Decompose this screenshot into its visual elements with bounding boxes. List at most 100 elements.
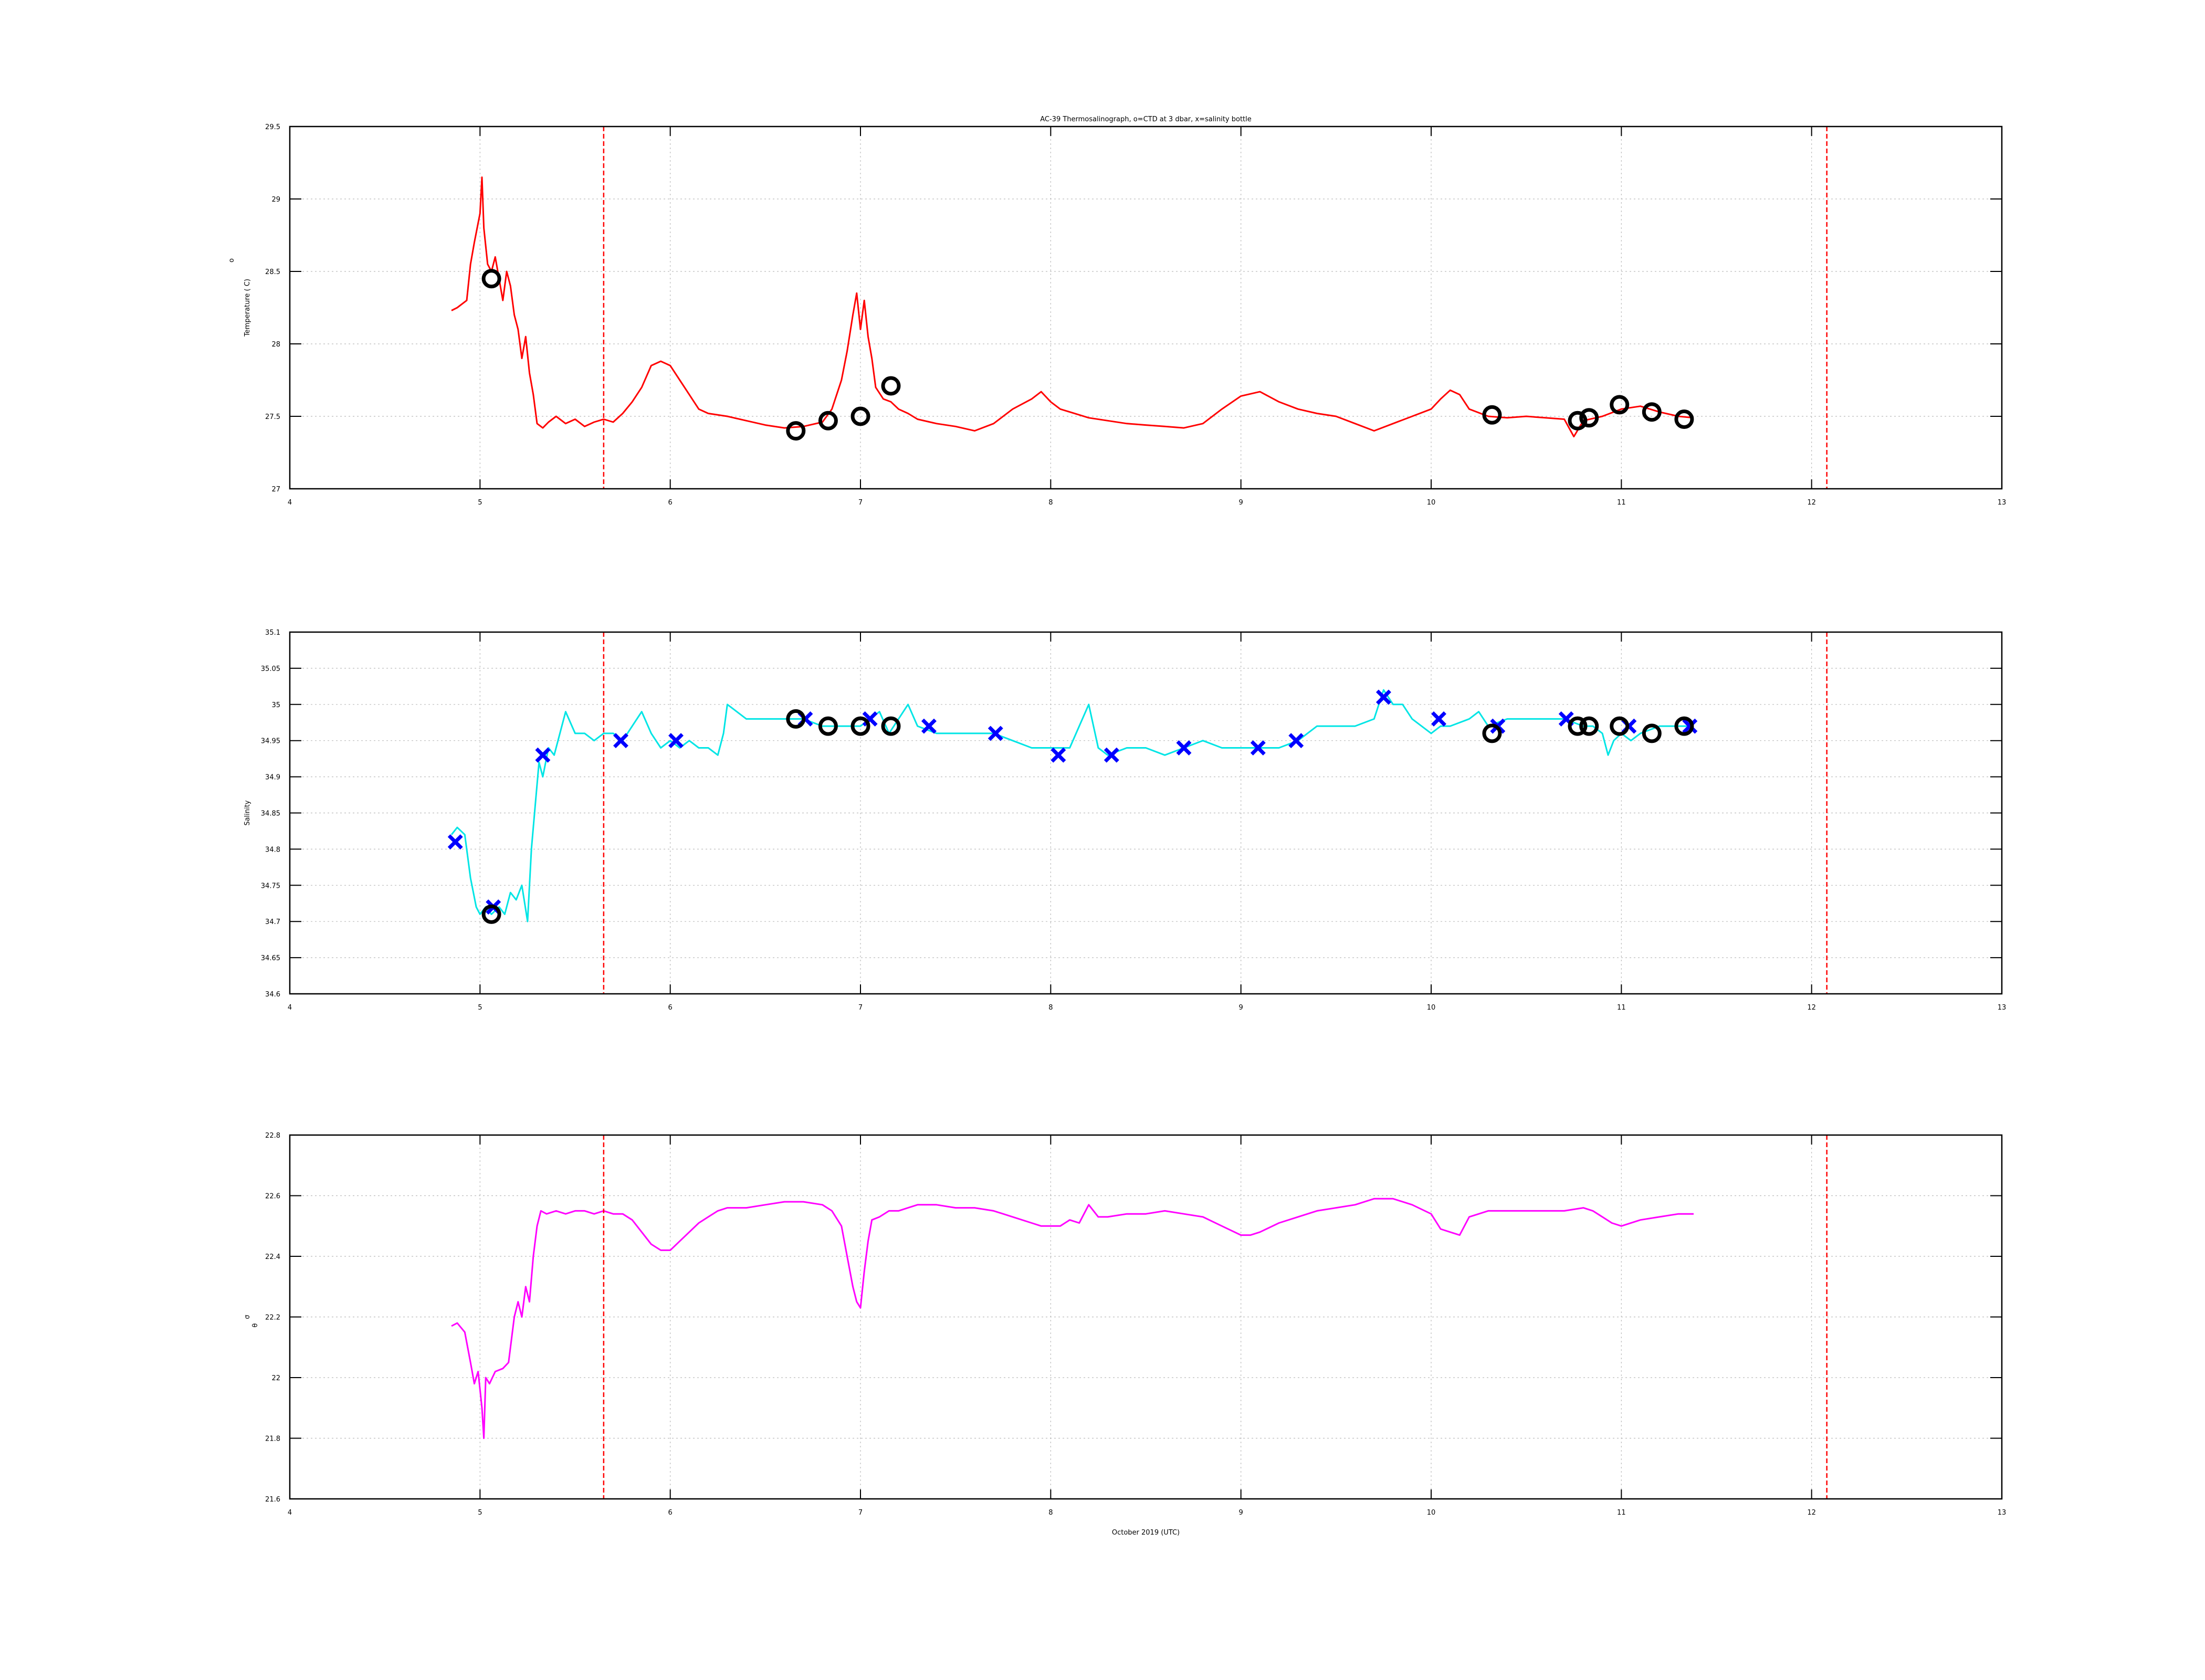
y-tick-label: 22.6 bbox=[265, 1193, 280, 1201]
ctd-circle-marker bbox=[1674, 716, 1694, 736]
x-tick-label: 12 bbox=[1807, 1004, 1816, 1012]
cross-stroke bbox=[1558, 711, 1574, 727]
bottle-cross-marker bbox=[1250, 740, 1266, 755]
x-tick-label: 6 bbox=[668, 1509, 673, 1517]
ctd-circle-marker bbox=[1482, 723, 1502, 743]
y-tick-label: 28.5 bbox=[265, 268, 280, 276]
bottle-cross-marker bbox=[988, 726, 1003, 741]
chart-title: AC-39 Thermosalinograph, o=CTD at 3 dbar… bbox=[1040, 116, 1252, 123]
plot-frame bbox=[289, 125, 2003, 490]
ctd-circle-marker bbox=[786, 421, 806, 441]
x-tick-label: 5 bbox=[478, 499, 482, 507]
ctd-circle-marker bbox=[1579, 716, 1599, 736]
cross-stroke bbox=[1431, 711, 1446, 727]
x-tick-label: 11 bbox=[1617, 1509, 1626, 1517]
ctd-circle-marker bbox=[1568, 411, 1588, 430]
chart-panel-1: 4 5 6 7 8 9 10 11 12 13 27 27.5 28 28.5 29 29.5 Temperat… bbox=[228, 116, 2006, 507]
x-axis-title: October 2019 (UTC) bbox=[1112, 1529, 1180, 1537]
x-tick-label: 10 bbox=[1427, 499, 1436, 507]
y-tick-label: 27 bbox=[271, 486, 280, 494]
x-tick-label: 9 bbox=[1239, 499, 1243, 507]
bottle-cross-marker bbox=[921, 718, 937, 734]
cross-stroke bbox=[1104, 747, 1119, 763]
cross-stroke bbox=[1288, 733, 1304, 749]
ctd-circle-marker bbox=[881, 376, 901, 396]
y-tick-label: 35.1 bbox=[265, 629, 280, 637]
chart-panel-3: 4 5 6 7 8 9 10 11 12 13 21.6 21.8 22 22.2 22.4 22.6 22.8… bbox=[244, 1132, 2006, 1537]
ctd-circle-marker bbox=[1642, 723, 1662, 743]
x-tick-label: 4 bbox=[288, 499, 292, 507]
bottle-cross-marker bbox=[1682, 718, 1698, 734]
x-tick-label: 6 bbox=[668, 499, 673, 507]
bottle-cross-marker bbox=[1376, 689, 1391, 705]
ctd-circle-marker bbox=[881, 716, 901, 736]
y-tick-label: 29.5 bbox=[265, 123, 280, 131]
bottle-cross-marker bbox=[535, 747, 551, 763]
y-tick-label: 22 bbox=[271, 1374, 280, 1382]
y-tick-label: 34.75 bbox=[261, 882, 280, 890]
ctd-circle-marker bbox=[818, 411, 838, 430]
y-tick-label: 21.8 bbox=[265, 1435, 280, 1443]
y-axis-title: σ bbox=[244, 1315, 251, 1319]
y-axis-title-subscript: θ bbox=[251, 1323, 259, 1327]
x-tick-label: 8 bbox=[1048, 1004, 1053, 1012]
x-tick-label: 9 bbox=[1239, 1509, 1243, 1517]
ctd-circle-marker bbox=[1579, 408, 1599, 428]
ctd-circle-marker bbox=[786, 709, 806, 729]
cross-stroke bbox=[447, 834, 463, 850]
ctd-circle-marker bbox=[1610, 395, 1630, 415]
y-tick-label: 35 bbox=[271, 701, 280, 709]
x-tick-label: 5 bbox=[478, 1004, 482, 1012]
x-tick-label: 12 bbox=[1807, 499, 1816, 507]
x-tick-label: 6 bbox=[668, 1004, 673, 1012]
x-tick-label: 4 bbox=[288, 1509, 292, 1517]
bottle-cross-marker bbox=[1431, 711, 1446, 727]
series-line bbox=[451, 1198, 1694, 1439]
cross-stroke bbox=[988, 726, 1003, 741]
cross-stroke bbox=[613, 733, 628, 749]
y-tick-label: 28 bbox=[271, 341, 280, 349]
ctd-circle-marker bbox=[1610, 716, 1630, 736]
ctd-circle-marker bbox=[1674, 410, 1694, 429]
y-tick-label: 34.9 bbox=[265, 774, 280, 782]
ctd-circle-marker bbox=[481, 269, 501, 289]
x-tick-label: 7 bbox=[858, 1509, 863, 1517]
bottle-cross-marker bbox=[613, 733, 628, 749]
x-tick-label: 8 bbox=[1048, 1509, 1053, 1517]
series-line bbox=[450, 689, 1694, 922]
ctd-circle-marker bbox=[1482, 405, 1502, 425]
y-axis-title-superscript: o bbox=[228, 258, 236, 262]
y-tick-label: 34.85 bbox=[261, 810, 280, 818]
bottle-cross-marker bbox=[447, 834, 463, 850]
x-tick-label: 7 bbox=[858, 499, 863, 507]
y-tick-label: 22.8 bbox=[265, 1132, 280, 1140]
cross-stroke bbox=[1250, 740, 1266, 755]
x-tick-label: 5 bbox=[478, 1509, 482, 1517]
y-tick-label: 34.65 bbox=[261, 954, 280, 962]
x-tick-label: 13 bbox=[1998, 499, 2007, 507]
series-line bbox=[451, 176, 1694, 438]
y-tick-label: 21.6 bbox=[265, 1496, 280, 1504]
x-tick-label: 12 bbox=[1807, 1509, 1816, 1517]
bottle-cross-marker bbox=[1051, 747, 1066, 763]
y-tick-label: 34.6 bbox=[265, 991, 280, 999]
x-tick-label: 7 bbox=[858, 1004, 863, 1012]
cross-stroke bbox=[1376, 689, 1391, 705]
y-tick-label: 22.2 bbox=[265, 1314, 280, 1322]
ctd-circle-marker bbox=[1568, 716, 1588, 736]
y-tick-label: 22.4 bbox=[265, 1253, 280, 1261]
y-tick-label: 34.7 bbox=[265, 918, 280, 926]
cross-stroke bbox=[921, 718, 937, 734]
x-tick-label: 4 bbox=[288, 1004, 292, 1012]
x-tick-label: 9 bbox=[1239, 1004, 1243, 1012]
chart-panel-2: 4 5 6 7 8 9 10 11 12 13 34.6 34.65 34.7 34.75 34.8 34.8… bbox=[244, 629, 2006, 1012]
y-tick-label: 27.5 bbox=[265, 413, 280, 421]
x-tick-label: 11 bbox=[1617, 499, 1626, 507]
ctd-circle-marker bbox=[481, 904, 501, 924]
y-axis-title: Salinity bbox=[244, 800, 251, 825]
bottle-cross-marker bbox=[1104, 747, 1119, 763]
bottle-cross-marker bbox=[1176, 740, 1192, 755]
x-tick-label: 10 bbox=[1427, 1509, 1436, 1517]
bottle-cross-marker bbox=[1288, 733, 1304, 749]
